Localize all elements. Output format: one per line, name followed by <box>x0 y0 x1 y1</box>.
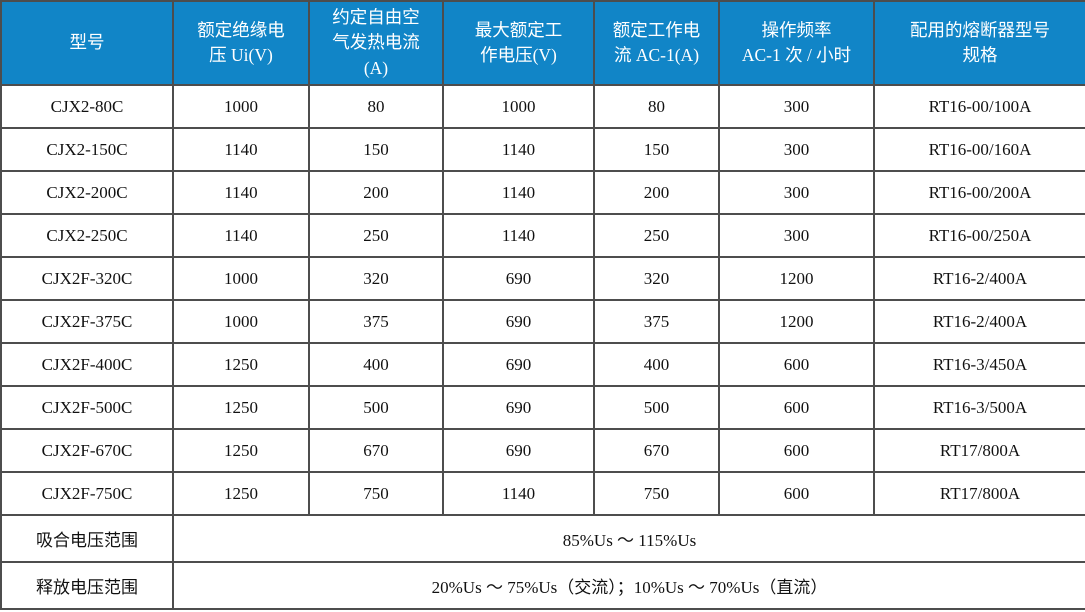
table-row: CJX2F-670C 1250 670 690 670 600 RT17/800A <box>0 428 1085 473</box>
model-cell: CJX2F-670C <box>0 428 174 473</box>
value-cell: 1250 <box>172 385 310 430</box>
value-cell: RT17/800A <box>873 471 1085 516</box>
value-cell: 250 <box>593 213 720 258</box>
value-cell: 400 <box>308 342 444 387</box>
value-cell: 400 <box>593 342 720 387</box>
header-row: 型号 额定绝缘电 压 Ui(V) 约定自由空 气发热电流 (A) 最大额定工 作… <box>0 0 1085 86</box>
model-cell: CJX2F-320C <box>0 256 174 301</box>
release-voltage-range-value: 20%Us ～ 75%Us（交流）；10%Us ～ 70%Us（直流） <box>172 561 1085 610</box>
value-cell: 80 <box>308 84 444 129</box>
value-cell: 250 <box>308 213 444 258</box>
value-cell: 690 <box>442 385 595 430</box>
value-cell: 1000 <box>442 84 595 129</box>
column-header-working-current: 额定工作电 流 AC-1(A) <box>593 0 720 86</box>
value-cell: RT16-00/160A <box>873 127 1085 172</box>
value-cell: 690 <box>442 256 595 301</box>
table-row: CJX2-250C 1140 250 1140 250 300 RT16-00/250A <box>0 213 1085 258</box>
table-row: CJX2-80C 1000 80 1000 80 300 RT16-00/100A <box>0 84 1085 129</box>
value-cell: RT16-2/400A <box>873 256 1085 301</box>
value-cell: 150 <box>308 127 444 172</box>
table-row: CJX2-200C 1140 200 1140 200 300 RT16-00/200A <box>0 170 1085 215</box>
column-header-insulation-voltage: 额定绝缘电 压 Ui(V) <box>172 0 310 86</box>
model-cell: CJX2-80C <box>0 84 174 129</box>
value-cell: 200 <box>593 170 720 215</box>
value-cell: 600 <box>718 471 875 516</box>
value-cell: 320 <box>593 256 720 301</box>
value-cell: 670 <box>308 428 444 473</box>
value-cell: 690 <box>442 299 595 344</box>
value-cell: 1250 <box>172 342 310 387</box>
value-cell: 500 <box>308 385 444 430</box>
value-cell: 600 <box>718 428 875 473</box>
value-cell: 1250 <box>172 471 310 516</box>
value-cell: RT16-2/400A <box>873 299 1085 344</box>
release-voltage-range-label: 释放电压范围 <box>0 561 174 610</box>
value-cell: 1140 <box>442 471 595 516</box>
model-cell: CJX2F-400C <box>0 342 174 387</box>
table-row: CJX2F-400C 1250 400 690 400 600 RT16-3/450A <box>0 342 1085 387</box>
model-cell: CJX2-150C <box>0 127 174 172</box>
table-body: CJX2-80C 1000 80 1000 80 300 RT16-00/100A CJX2-… <box>0 84 1085 516</box>
column-header-operating-frequency: 操作频率 AC-1 次 / 小时 <box>718 0 875 86</box>
table-row: CJX2F-320C 1000 320 690 320 1200 RT16-2/400A <box>0 256 1085 301</box>
value-cell: 1140 <box>442 127 595 172</box>
value-cell: RT16-00/200A <box>873 170 1085 215</box>
value-cell: 1200 <box>718 299 875 344</box>
model-cell: CJX2F-500C <box>0 385 174 430</box>
value-cell: RT16-3/500A <box>873 385 1085 430</box>
table-row: CJX2F-500C 1250 500 690 500 600 RT16-3/500A <box>0 385 1085 430</box>
value-cell: 750 <box>308 471 444 516</box>
value-cell: 1000 <box>172 299 310 344</box>
value-cell: 1200 <box>718 256 875 301</box>
value-cell: 690 <box>442 342 595 387</box>
value-cell: 80 <box>593 84 720 129</box>
value-cell: RT17/800A <box>873 428 1085 473</box>
model-cell: CJX2-250C <box>0 213 174 258</box>
model-cell: CJX2F-375C <box>0 299 174 344</box>
table-row: CJX2-150C 1140 150 1140 150 300 RT16-00/160A <box>0 127 1085 172</box>
value-cell: 1140 <box>442 213 595 258</box>
value-cell: 690 <box>442 428 595 473</box>
value-cell: 1000 <box>172 84 310 129</box>
pull-in-voltage-range-label: 吸合电压范围 <box>0 514 174 563</box>
value-cell: 300 <box>718 170 875 215</box>
table-row: CJX2F-750C 1250 750 1140 750 600 RT17/800A <box>0 471 1085 516</box>
value-cell: 670 <box>593 428 720 473</box>
value-cell: 1000 <box>172 256 310 301</box>
value-cell: 1140 <box>172 170 310 215</box>
value-cell: 750 <box>593 471 720 516</box>
value-cell: 1140 <box>172 127 310 172</box>
pull-in-voltage-range-row: 吸合电压范围 85%Us ～ 115%Us <box>0 514 1085 563</box>
value-cell: RT16-00/250A <box>873 213 1085 258</box>
value-cell: 150 <box>593 127 720 172</box>
column-header-model: 型号 <box>0 0 174 86</box>
column-header-thermal-current: 约定自由空 气发热电流 (A) <box>308 0 444 86</box>
column-header-max-working-voltage: 最大额定工 作电压(V) <box>442 0 595 86</box>
value-cell: 300 <box>718 213 875 258</box>
value-cell: 375 <box>593 299 720 344</box>
value-cell: 300 <box>718 84 875 129</box>
model-cell: CJX2F-750C <box>0 471 174 516</box>
model-cell: CJX2-200C <box>0 170 174 215</box>
table-footer: 吸合电压范围 85%Us ～ 115%Us 释放电压范围 20%Us ～ 75%… <box>0 514 1085 610</box>
value-cell: 600 <box>718 385 875 430</box>
value-cell: 300 <box>718 127 875 172</box>
value-cell: 320 <box>308 256 444 301</box>
value-cell: 375 <box>308 299 444 344</box>
value-cell: 200 <box>308 170 444 215</box>
value-cell: 1140 <box>172 213 310 258</box>
value-cell: 1140 <box>442 170 595 215</box>
value-cell: 600 <box>718 342 875 387</box>
value-cell: RT16-3/450A <box>873 342 1085 387</box>
value-cell: RT16-00/100A <box>873 84 1085 129</box>
column-header-fuse-spec: 配用的熔断器型号 规格 <box>873 0 1085 86</box>
value-cell: 1250 <box>172 428 310 473</box>
release-voltage-range-row: 释放电压范围 20%Us ～ 75%Us（交流）；10%Us ～ 70%Us（直… <box>0 561 1085 610</box>
value-cell: 500 <box>593 385 720 430</box>
table-row: CJX2F-375C 1000 375 690 375 1200 RT16-2/400A <box>0 299 1085 344</box>
pull-in-voltage-range-value: 85%Us ～ 115%Us <box>172 514 1085 563</box>
